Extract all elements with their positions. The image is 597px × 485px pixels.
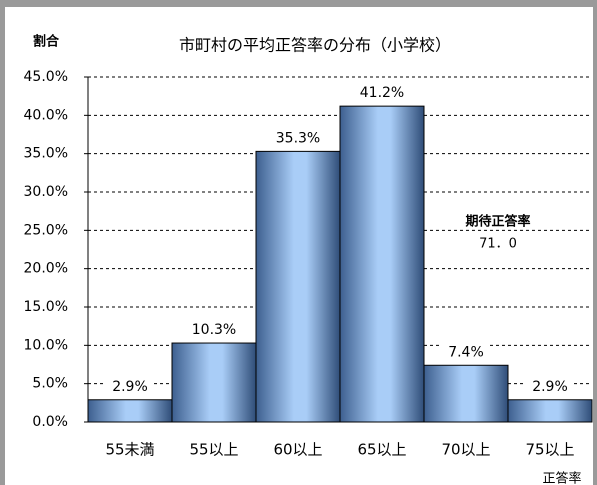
x-tick-label: 55未満 xyxy=(105,441,154,459)
y-tick-label: 35.0% xyxy=(24,146,68,162)
annotation: 71．0 xyxy=(479,237,517,252)
value-label: 41.2% xyxy=(360,85,404,101)
y-tick-label: 10.0% xyxy=(24,337,68,353)
y-axis-label: 割合 xyxy=(33,34,60,50)
value-label: 7.4% xyxy=(448,344,484,360)
y-tick-label: 5.0% xyxy=(32,376,68,392)
y-tick-label: 15.0% xyxy=(24,299,68,315)
bar xyxy=(87,399,173,423)
value-label-bg xyxy=(358,85,406,102)
value-label: 2.9% xyxy=(112,379,148,395)
bar xyxy=(423,364,509,423)
x-tick-label: 55以上 xyxy=(189,441,238,459)
y-tick-label: 30.0% xyxy=(24,184,68,200)
annotation: 期待正答率 xyxy=(465,214,530,230)
x-tick-label: 65以上 xyxy=(357,441,406,459)
value-label-bg xyxy=(106,378,154,395)
chart-title: 市町村の平均正答率の分布（小学校） xyxy=(179,36,451,55)
y-tick-label: 20.0% xyxy=(24,261,68,277)
value-label: 10.3% xyxy=(192,322,236,338)
bar xyxy=(171,342,257,423)
bar xyxy=(507,399,593,423)
x-tick-label: 60以上 xyxy=(273,441,322,459)
value-label-bg xyxy=(442,344,490,361)
value-label-bg xyxy=(190,322,238,339)
x-tick-label: 75以上 xyxy=(525,441,574,459)
y-tick-label: 25.0% xyxy=(24,222,68,238)
y-tick-label: 45.0% xyxy=(24,69,68,85)
value-label-bg xyxy=(274,130,322,147)
bar xyxy=(339,105,425,423)
x-tick-label: 70以上 xyxy=(441,441,490,459)
value-label: 35.3% xyxy=(276,130,320,146)
x-axis-label: 正答率 xyxy=(542,471,581,485)
bar xyxy=(255,150,341,423)
y-tick-label: 40.0% xyxy=(24,107,68,123)
value-label: 2.9% xyxy=(532,379,568,395)
y-tick-label: 0.0% xyxy=(32,414,68,430)
value-label-bg xyxy=(526,378,574,395)
